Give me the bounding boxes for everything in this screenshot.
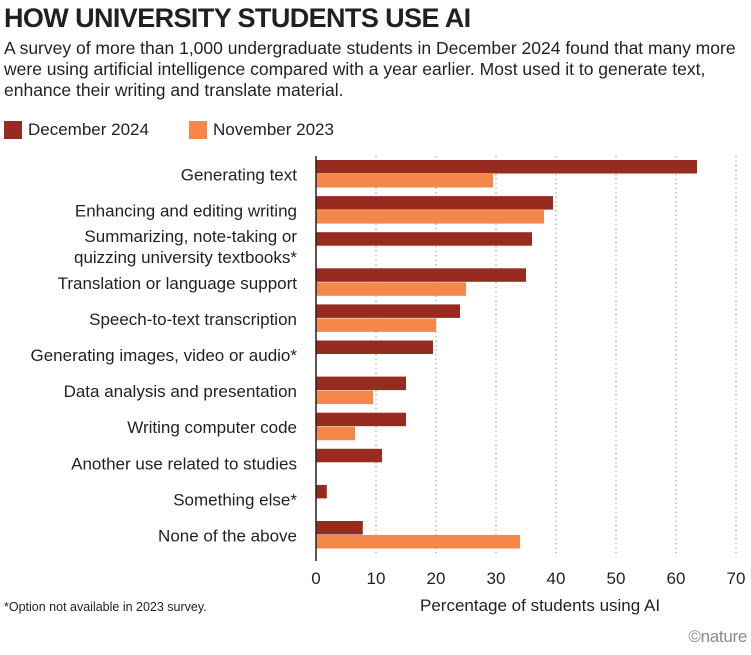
x-tick-label-70: 70 xyxy=(727,569,746,588)
bar-dec2024-writing-computer-code xyxy=(316,412,406,427)
bar-dec2024-summarizing-note-taking-or-quizzing-university-textbooks xyxy=(316,232,532,246)
legend-swatch-dec2024 xyxy=(4,121,22,139)
x-tick-label-10: 10 xyxy=(367,569,386,588)
category-label-generating-images-video-or-audio: Generating images, video or audio* xyxy=(31,346,298,365)
bar-nov2023-none-of-the-above xyxy=(316,535,520,549)
legend-swatch-nov2023 xyxy=(188,121,207,139)
bar-nov2023-generating-text xyxy=(316,174,493,188)
chart-subtitle: A survey of more than 1,000 undergraduat… xyxy=(4,38,736,100)
bar-dec2024-generating-images-video-or-audio xyxy=(316,340,433,354)
category-label-summarizing-note-taking-or-quizzing-university-textbooks: Summarizing, note-taking or quizzing univ… xyxy=(74,227,297,267)
category-label-writing-computer-code: Writing computer code xyxy=(127,418,297,437)
legend: December 2024 November 2023 xyxy=(4,120,374,140)
category-label-something-else: Something else* xyxy=(173,490,297,509)
x-tick-label-60: 60 xyxy=(667,569,686,588)
bar-dec2024-another-use-related-to-studies xyxy=(316,448,382,463)
x-tick-label-40: 40 xyxy=(547,569,566,588)
bar-dec2024-none-of-the-above xyxy=(316,521,363,535)
x-tick-label-0: 0 xyxy=(311,569,320,588)
x-tick-label-50: 50 xyxy=(607,569,626,588)
legend-item-nov2023: November 2023 xyxy=(188,120,334,140)
bar-dec2024-data-analysis-and-presentation xyxy=(316,376,406,391)
category-label-translation-or-language-support: Translation or language support xyxy=(58,274,298,293)
chart-title: HOW UNIVERSITY STUDENTS USE AI xyxy=(4,3,471,33)
x-tick-label-20: 20 xyxy=(427,569,446,588)
category-label-generating-text: Generating text xyxy=(181,166,298,185)
category-label-data-analysis-and-presentation: Data analysis and presentation xyxy=(64,382,297,401)
bar-dec2024-something-else xyxy=(316,484,327,499)
category-label-another-use-related-to-studies: Another use related to studies xyxy=(71,454,297,473)
footnote: *Option not available in 2023 survey. xyxy=(4,600,207,614)
nature-credit: ©nature xyxy=(688,627,747,646)
legend-label-dec2024: December 2024 xyxy=(28,120,149,139)
category-label-enhancing-and-editing-writing: Enhancing and editing writing xyxy=(75,202,297,221)
bar-nov2023-data-analysis-and-presentation xyxy=(316,390,373,405)
legend-label-nov2023: November 2023 xyxy=(212,120,334,139)
bar-nov2023-enhancing-and-editing-writing xyxy=(316,210,544,224)
legend-item-dec2024: December 2024 xyxy=(4,120,149,140)
bar-dec2024-speech-to-text-transcription xyxy=(316,304,460,318)
x-tick-label-30: 30 xyxy=(487,569,506,588)
bar-nov2023-writing-computer-code xyxy=(316,426,355,441)
category-label-speech-to-text-transcription: Speech-to-text transcription xyxy=(89,310,297,329)
bar-dec2024-translation-or-language-support xyxy=(316,268,526,282)
bar-dec2024-enhancing-and-editing-writing xyxy=(316,196,553,210)
category-label-none-of-the-above: None of the above xyxy=(158,527,297,546)
bar-nov2023-speech-to-text-transcription xyxy=(316,318,436,332)
x-axis-title: Percentage of students using AI xyxy=(420,596,660,615)
bar-dec2024-generating-text xyxy=(316,160,697,174)
bar-nov2023-translation-or-language-support xyxy=(316,282,466,296)
